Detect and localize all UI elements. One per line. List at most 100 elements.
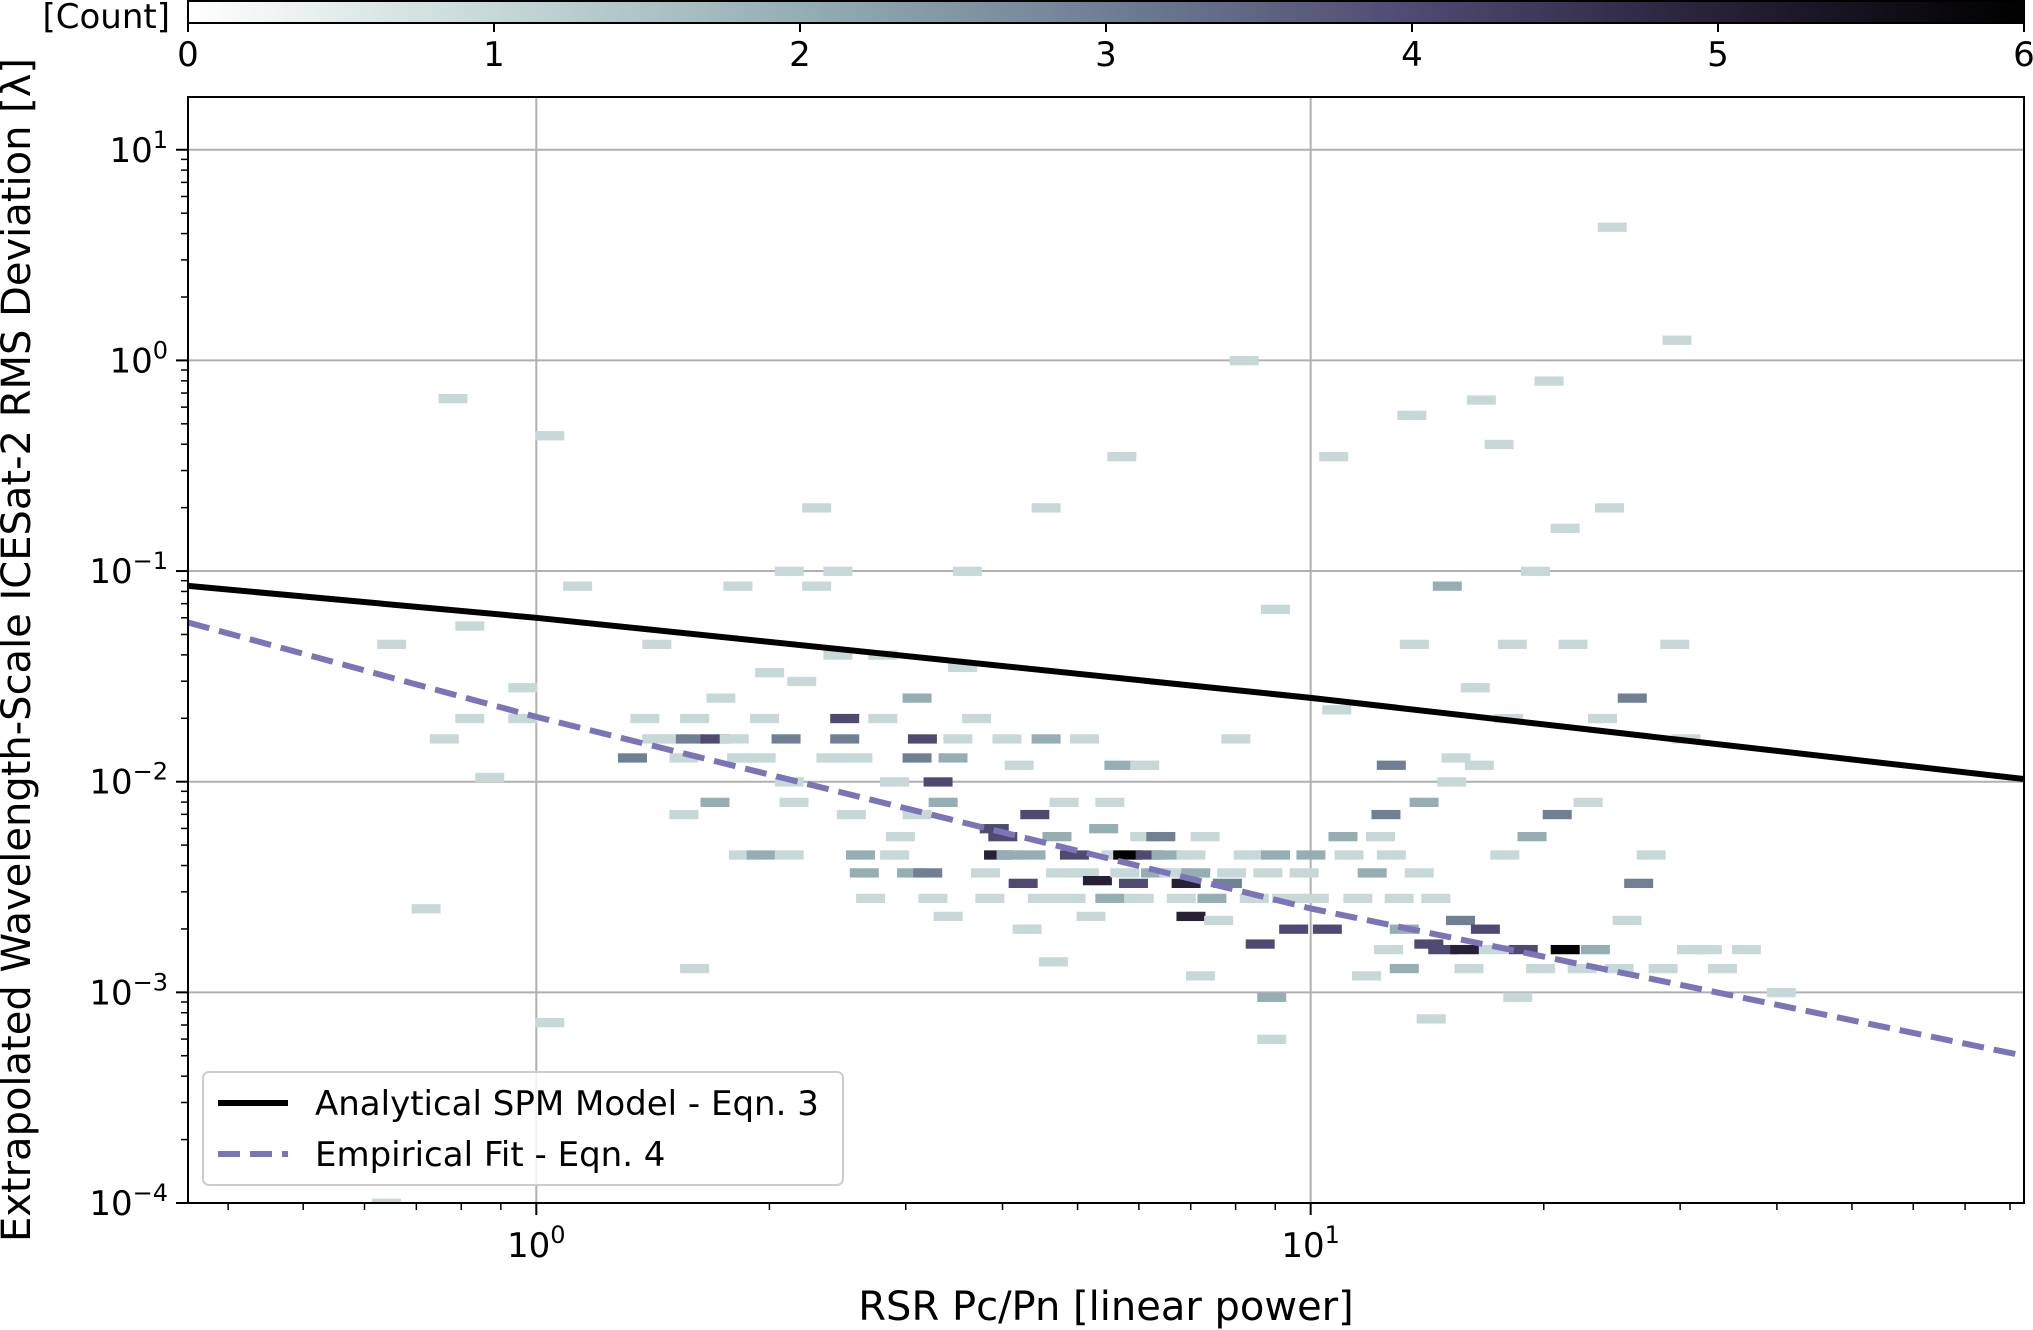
heatmap-cell <box>1135 850 1165 860</box>
heatmap-cell <box>719 734 749 744</box>
series-line-analytical <box>188 582 2024 782</box>
colorbar-bar <box>187 0 2025 24</box>
heatmap-cell <box>1130 832 1160 842</box>
heatmap-cell <box>1245 939 1275 949</box>
heatmap-cell <box>1239 893 1269 904</box>
heatmap-cell <box>1328 832 1358 842</box>
y-tick-label: 10−1 <box>89 547 168 592</box>
heatmap-cell <box>816 753 846 763</box>
heatmap-cell <box>1042 832 1072 842</box>
heatmap-cell <box>377 639 407 649</box>
heatmap-cell <box>1004 760 1034 770</box>
heatmap-cell <box>706 693 736 703</box>
heatmap-cell <box>830 713 860 724</box>
heatmap-cell <box>1595 503 1625 513</box>
heatmap-cell <box>1124 893 1154 904</box>
heatmap-cell <box>1558 639 1588 649</box>
heatmap-cell <box>508 713 538 724</box>
heatmap-cell <box>1389 963 1419 974</box>
colorbar-tick-label: 4 <box>1401 35 1423 75</box>
heatmap-cell <box>411 904 441 914</box>
heatmap-cell <box>1229 356 1259 366</box>
heatmap-cell <box>1521 566 1551 576</box>
colorbar-tick-label: 5 <box>1707 35 1729 75</box>
y-tick-label: 10−3 <box>89 968 168 1013</box>
heatmap-cell <box>880 850 910 860</box>
heatmap-cell <box>1233 850 1263 860</box>
heatmap-cell <box>723 581 753 591</box>
heatmap-cell <box>1508 944 1538 955</box>
heatmap-cell <box>787 676 817 687</box>
heatmap-cell <box>971 868 1001 878</box>
heatmap-cell <box>843 753 873 763</box>
heatmap-cell <box>1260 604 1290 614</box>
heatmap-cell <box>1020 809 1050 820</box>
heatmap-cell <box>1299 893 1329 904</box>
heatmap-cell <box>1104 760 1134 770</box>
heatmap-cell <box>1371 809 1401 820</box>
heatmap-cell <box>642 734 672 744</box>
heatmap-cell <box>1212 878 1242 889</box>
heatmap-cell <box>1257 1034 1287 1044</box>
heatmap-cell <box>996 850 1026 860</box>
heatmap-cell <box>1376 760 1406 770</box>
heatmap-cell <box>1253 868 1283 878</box>
heatmap-cell <box>1484 439 1514 450</box>
heatmap-cell <box>1766 987 1796 998</box>
heatmap-cell <box>1027 893 1057 904</box>
heatmap-cell <box>535 431 565 441</box>
heatmap-cell <box>630 713 660 724</box>
heatmap-cell <box>642 639 672 649</box>
heatmap-cell <box>1624 878 1654 889</box>
colorbar-tick-label: 3 <box>1095 35 1117 75</box>
heatmap-cell <box>1648 963 1678 974</box>
heatmap-cell <box>680 963 710 974</box>
heatmap-cell <box>1464 760 1494 770</box>
heatmap-cell <box>429 734 459 744</box>
heatmap-cell <box>1107 452 1137 462</box>
heatmap-cell <box>1437 777 1467 787</box>
heatmap-cell <box>1384 893 1414 904</box>
heatmap-cell <box>746 753 776 763</box>
heatmap-cell <box>1118 878 1148 889</box>
heatmap-cell <box>1296 850 1326 860</box>
heatmap-cell <box>1031 734 1061 744</box>
heatmap-cell <box>933 911 963 922</box>
heatmap-cell <box>1470 924 1500 934</box>
x-axis-label: RSR Pc/Pn [linear power] <box>858 1284 1353 1330</box>
colorbar-tick-label: 1 <box>483 35 505 75</box>
heatmap-cell <box>830 734 860 744</box>
colorbar-tick-label: 0 <box>177 35 199 75</box>
heatmap-cell <box>1113 850 1143 860</box>
heatmap-cell <box>1450 944 1480 955</box>
heatmap-cell <box>1076 911 1106 922</box>
heatmap-cell <box>774 850 804 860</box>
heatmap-cell <box>1319 452 1349 462</box>
colorbar-label: [Count] <box>43 0 171 37</box>
heatmap-cell <box>371 1198 401 1203</box>
heatmap-cell <box>897 868 927 878</box>
heatmap-cell <box>1289 868 1319 878</box>
heatmap-cell <box>728 850 758 860</box>
heatmap-cell <box>669 753 699 763</box>
heatmap-cell <box>1204 915 1234 926</box>
legend: Analytical SPM Model - Eqn. 3 Empirical … <box>202 1071 844 1186</box>
heatmap-cell <box>1334 850 1364 860</box>
heatmap-cell <box>1478 944 1508 955</box>
heatmap-cell <box>675 734 705 744</box>
heatmap-cell <box>868 713 898 724</box>
heatmap-cell <box>1692 944 1722 955</box>
heatmap-cell <box>1059 850 1089 860</box>
heatmap-cell <box>1441 753 1471 763</box>
heatmap-cell <box>1130 760 1160 770</box>
heatmap-cell <box>1260 850 1290 860</box>
heatmap-cell <box>856 893 886 904</box>
y-tick-label: 10−4 <box>89 1179 168 1224</box>
heatmap-cell <box>1272 893 1302 904</box>
heatmap-cell <box>962 713 992 724</box>
colorbar-tick-label: 6 <box>2013 35 2033 75</box>
y-tick-label: 101 <box>109 126 168 171</box>
heatmap-cell <box>1279 924 1309 934</box>
heatmap-cell <box>1181 868 1211 878</box>
heatmap-cell <box>669 809 699 820</box>
